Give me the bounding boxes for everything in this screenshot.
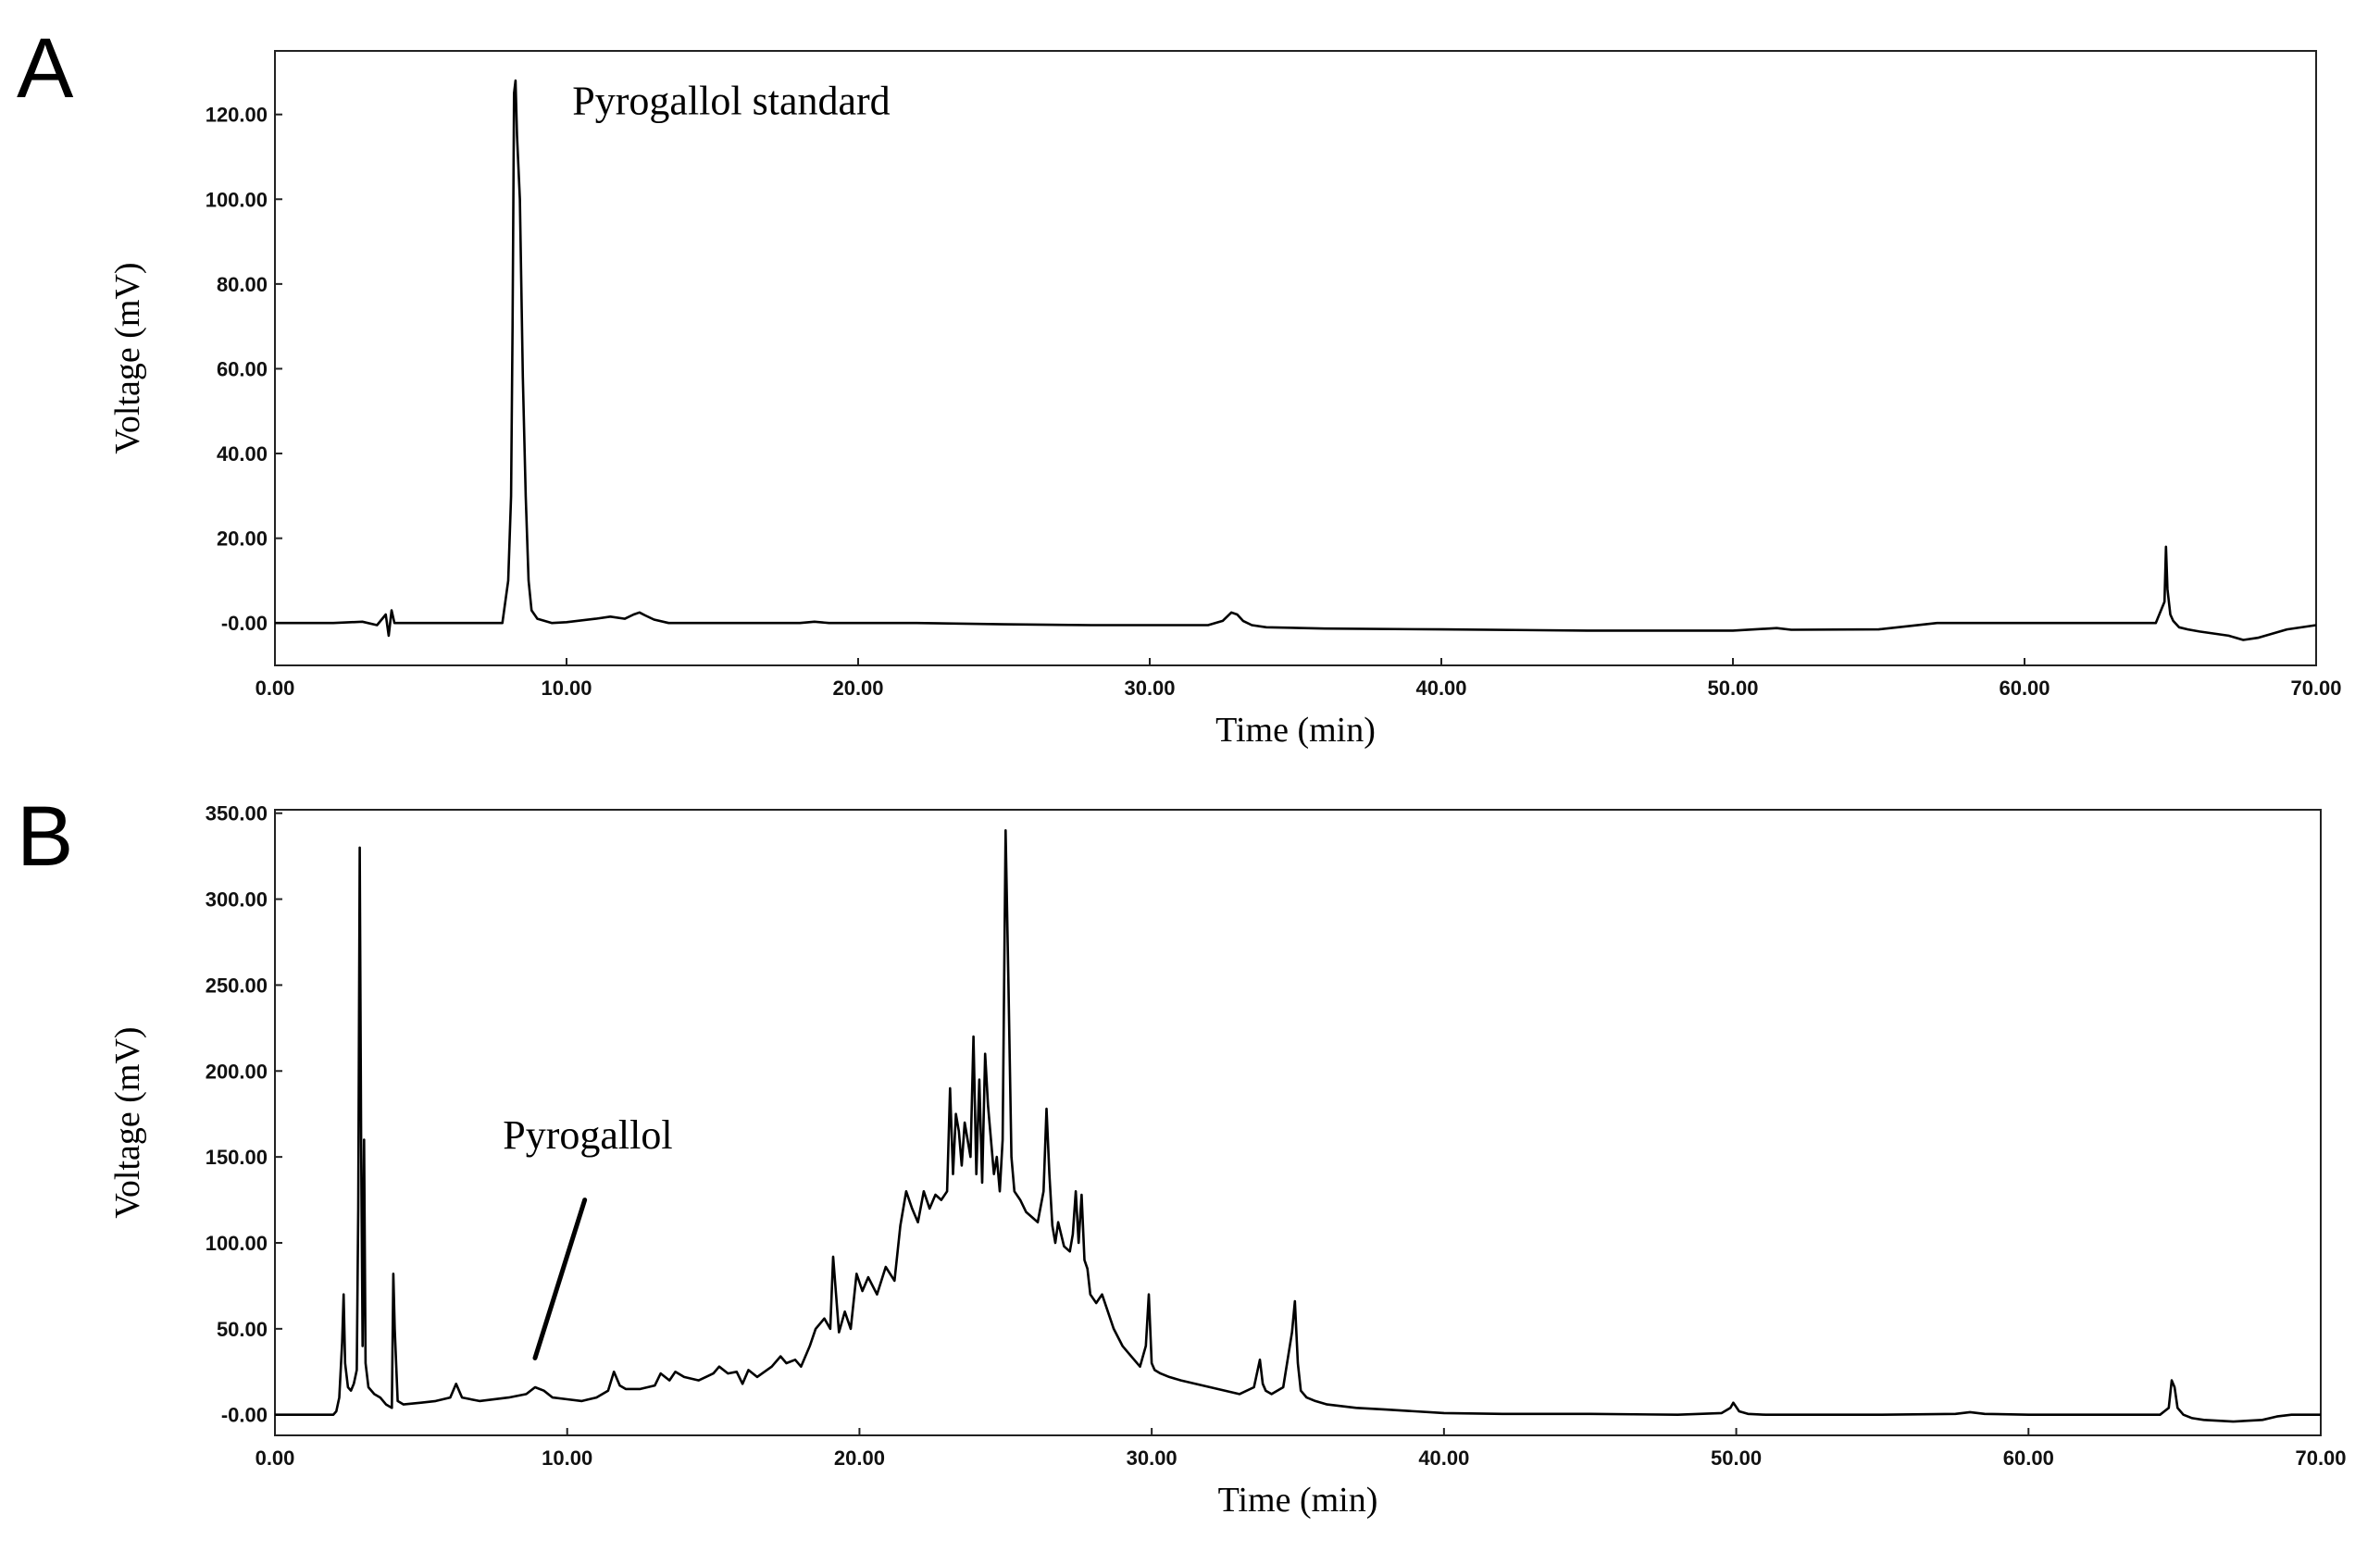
y-tick-label: 20.00 — [217, 528, 268, 551]
x-tick-label: 40.00 — [1415, 676, 1466, 700]
y-tick-label: -0.00 — [221, 612, 268, 635]
plot-frame — [274, 809, 2322, 1436]
x-tick-label: 20.00 — [832, 676, 883, 700]
x-tick-label: 10.00 — [541, 676, 592, 700]
panel-letter-a: A — [17, 21, 74, 116]
y-tick-label: 300.00 — [206, 888, 268, 912]
x-tick-label: 70.00 — [2295, 1446, 2346, 1470]
x-tick-label: 60.00 — [2003, 1446, 2054, 1470]
panel-letter-b: B — [17, 789, 73, 884]
peak-annotation-label: Pyrogallol standard — [572, 79, 890, 124]
peak-annotations: Pyrogallol — [503, 1112, 673, 1360]
x-tick-label: 30.00 — [1127, 1446, 1178, 1470]
x-tick-label: 40.00 — [1418, 1446, 1469, 1470]
x-tick-label: 0.00 — [255, 676, 295, 700]
y-tick-label: 150.00 — [206, 1146, 268, 1169]
x-tick-label: 50.00 — [1707, 676, 1758, 700]
x-tick-label: 70.00 — [2290, 676, 2341, 700]
x-tick-label: 20.00 — [834, 1446, 885, 1470]
plot-frame — [274, 50, 2317, 666]
x-tick-label: 50.00 — [1711, 1446, 1762, 1470]
axis-tick-labels: 0.00 10.00 20.00 30.00 40.00 50.00 60.00 70.00 -… — [206, 802, 2347, 1470]
peak-annotations: Pyrogallol standard — [572, 79, 890, 124]
y-tick-label: 350.00 — [206, 802, 268, 825]
y-tick-label: 250.00 — [206, 974, 268, 997]
chromatogram-panel-b: B 0.00 10.00 20.00 30.00 40.00 50.00 60.00 70.0… — [17, 789, 2347, 1520]
y-tick-label: 40.00 — [217, 442, 268, 465]
y-axis-label: Voltage (mV) — [108, 1026, 147, 1218]
y-tick-label: -0.00 — [221, 1404, 268, 1427]
y-tick-label: 50.00 — [217, 1318, 268, 1341]
peak-annotation-label: Pyrogallol — [503, 1112, 672, 1158]
y-tick-label: 60.00 — [217, 357, 268, 380]
y-tick-label: 120.00 — [206, 104, 268, 127]
x-axis-label: Time (min) — [1215, 711, 1376, 750]
y-tick-label: 200.00 — [206, 1060, 268, 1083]
x-tick-label: 10.00 — [542, 1446, 592, 1470]
chromatogram-trace — [275, 79, 2317, 641]
x-axis-label: Time (min) — [1218, 1481, 1378, 1520]
y-tick-label: 100.00 — [206, 1232, 268, 1255]
annotation-pointer-line — [532, 1198, 588, 1360]
x-tick-label: 0.00 — [255, 1446, 295, 1470]
x-tick-label: 60.00 — [1999, 676, 2050, 700]
y-axis-label: Voltage (mV) — [108, 262, 147, 453]
axis-tick-labels: 0.00 10.00 20.00 30.00 40.00 50.00 60.00 70.00 -… — [206, 104, 2342, 700]
y-tick-label: 80.00 — [217, 273, 268, 296]
x-tick-label: 30.00 — [1124, 676, 1175, 700]
axis-ticks — [274, 113, 2317, 665]
y-tick-label: 100.00 — [206, 188, 268, 211]
chromatogram-trace — [275, 829, 2321, 1423]
chromatogram-panel-a: A 0.00 10.00 20.00 30.00 40.00 50.00 60.00 70.0… — [17, 21, 2342, 750]
